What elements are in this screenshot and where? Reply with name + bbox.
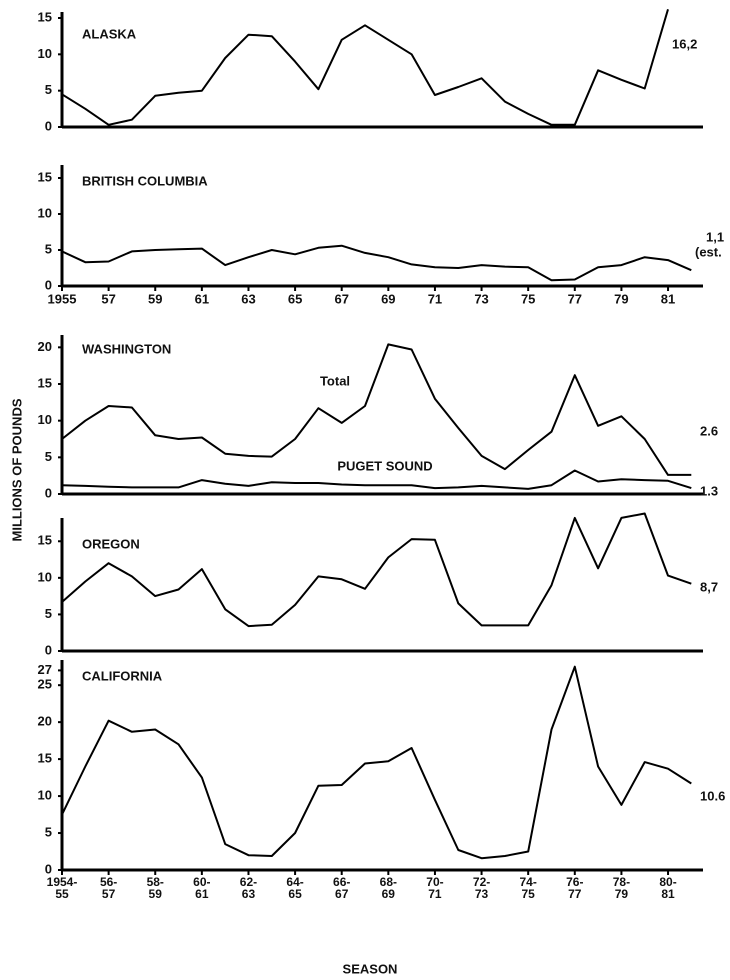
annotation: 1,1 [706,229,724,244]
x-tick-label: 80- 81 [659,875,677,901]
x-tick-label: 64- 65 [286,875,304,901]
x-tick-label: 71 [428,291,442,306]
y-tick-label: 15 [38,533,52,548]
y-tick-label: 15 [38,375,52,390]
x-tick-label: 1955 [48,291,77,306]
x-axis-label: SEASON [343,961,398,976]
x-tick-label: 74- 75 [519,875,537,901]
y-tick-label: 5 [45,82,52,97]
panel-title: CALIFORNIA [82,668,163,683]
y-tick-label: 20 [38,714,52,729]
y-tick-label: 0 [45,118,52,133]
x-tick-label: 81 [661,291,675,306]
x-tick-label: 66- 67 [333,875,351,901]
x-tick-label: 58- 59 [146,875,164,901]
annotation: (est. [695,244,722,259]
y-tick-label: 0 [45,485,52,500]
data-line [61,665,692,860]
y-tick-label: 5 [45,824,52,839]
y-tick-label: 5 [45,449,52,464]
y-tick-label: 20 [38,339,52,354]
panel-title: BRITISH COLUMBIA [82,173,208,188]
x-tick-label: 63 [241,291,255,306]
annotation: 1.3 [700,483,718,498]
panel-title: OREGON [82,536,140,551]
y-axis-label: MILLIONS OF POUNDS [9,398,24,541]
y-tick-label: 0 [45,861,52,876]
x-tick-label: 57 [101,291,115,306]
y-tick-label: 25 [38,677,52,692]
x-tick-label: 69 [381,291,395,306]
x-tick-label: 65 [288,291,302,306]
y-tick-label: 10 [38,205,52,220]
data-line [61,343,692,476]
data-line [61,9,669,126]
y-tick-label: 15 [38,751,52,766]
y-tick-label: 10 [38,412,52,427]
x-tick-label: 56- 57 [99,875,118,901]
annotation: 8,7 [700,579,718,594]
x-tick-label: 67 [334,291,348,306]
x-tick-label: 68- 69 [379,875,397,901]
y-tick-label: 15 [38,169,52,184]
y-tick-label: 27 [38,662,52,677]
x-tick-label: 72- 73 [472,875,491,901]
annotation: PUGET SOUND [337,458,432,473]
x-tick-label: 76- 77 [566,875,584,901]
panel-title: WASHINGTON [82,341,171,356]
panel-title: ALASKA [82,26,137,41]
y-tick-label: 15 [38,9,52,24]
data-line [61,244,692,282]
x-tick-label: 60- 61 [193,875,211,901]
y-tick-label: 10 [38,569,52,584]
annotation: 10.6 [700,788,725,803]
y-tick-label: 5 [45,606,52,621]
x-tick-label: 79 [614,291,628,306]
annotation: Total [320,373,350,388]
x-tick-label: 59 [148,291,162,306]
x-tick-label: 1954- 55 [46,875,78,901]
y-tick-label: 10 [38,46,52,61]
annotation: 2.6 [700,423,718,438]
x-tick-label: 62- 63 [239,875,258,901]
data-line [61,512,692,628]
x-tick-label: 61 [195,291,209,306]
y-tick-label: 10 [38,788,52,803]
x-tick-label: 78- 79 [612,875,631,901]
y-tick-label: 0 [45,277,52,292]
x-tick-label: 77 [568,291,582,306]
x-tick-label: 73 [474,291,488,306]
x-tick-label: 70- 71 [426,875,444,901]
data-line [61,469,692,490]
y-tick-label: 0 [45,642,52,657]
annotation: 16,2 [672,36,697,51]
y-tick-label: 5 [45,241,52,256]
x-tick-label: 75 [521,291,535,306]
